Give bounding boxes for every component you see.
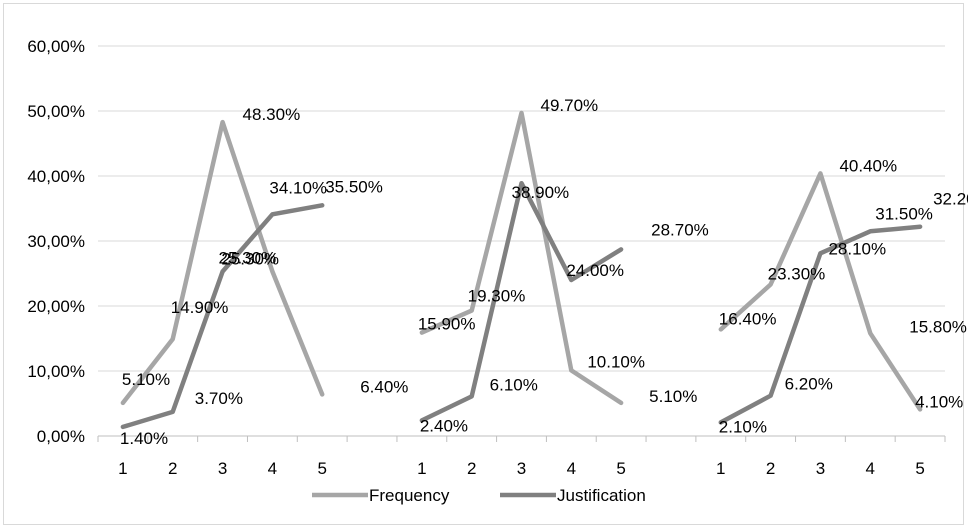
data-label: 1.40% bbox=[120, 429, 168, 448]
data-label: 32.20% bbox=[933, 190, 968, 209]
y-tick-label: 0,00% bbox=[37, 427, 85, 446]
data-label: 48.30% bbox=[243, 105, 301, 124]
y-tick-label: 50,00% bbox=[27, 102, 85, 121]
legend-label-frequency: Frequency bbox=[369, 486, 450, 505]
y-tick-label: 30,00% bbox=[27, 232, 85, 251]
x-tick-label: 5 bbox=[616, 459, 625, 478]
data-label: 16.40% bbox=[719, 309, 777, 328]
chart-frame bbox=[3, 3, 964, 525]
data-label: 15.90% bbox=[418, 315, 476, 334]
x-tick-label: 3 bbox=[816, 459, 825, 478]
y-tick-label: 40,00% bbox=[27, 167, 85, 186]
x-tick-label: 3 bbox=[218, 459, 227, 478]
x-tick-label: 4 bbox=[268, 459, 277, 478]
data-label: 14.90% bbox=[171, 298, 229, 317]
data-label: 5.10% bbox=[649, 387, 697, 406]
series-line-frequency-group-1 bbox=[120, 119, 325, 406]
x-tick-label: 1 bbox=[417, 459, 426, 478]
data-label: 23.30% bbox=[768, 265, 826, 284]
y-tick-label: 60,00% bbox=[27, 37, 85, 56]
data-label: 6.40% bbox=[360, 377, 408, 396]
x-tick-label: 2 bbox=[168, 459, 177, 478]
series-lines bbox=[120, 110, 923, 430]
data-label: 19.30% bbox=[468, 287, 526, 306]
x-tick-label: 5 bbox=[317, 459, 326, 478]
data-label: 3.70% bbox=[195, 389, 243, 408]
series-line-justification-group-3 bbox=[718, 224, 923, 425]
data-label: 28.70% bbox=[651, 220, 709, 239]
data-label: 24.00% bbox=[566, 261, 624, 280]
series-line-justification-group-2 bbox=[419, 180, 624, 423]
data-label: 49.70% bbox=[541, 96, 599, 115]
data-label: 4.10% bbox=[915, 392, 963, 411]
data-label: 28.10% bbox=[828, 239, 886, 258]
y-tick-label: 10,00% bbox=[27, 362, 85, 381]
data-label: 40.40% bbox=[839, 156, 897, 175]
data-label: 15.80% bbox=[909, 317, 967, 336]
x-tick-label: 4 bbox=[567, 459, 576, 478]
data-labels: 5.10%14.90%48.30%25.30%6.40%1.40%3.70%25… bbox=[120, 96, 968, 448]
x-tick-label: 3 bbox=[517, 459, 526, 478]
series-line-frequency-group-2 bbox=[419, 110, 624, 406]
data-label: 25.30% bbox=[221, 250, 279, 269]
data-label: 38.90% bbox=[512, 183, 570, 202]
series-line-frequency-group-3 bbox=[718, 171, 923, 412]
data-label: 34.10% bbox=[269, 178, 327, 197]
x-axis: 1 2 3 4 5 1 2 3 4 5 1 2 3 4 5 bbox=[97, 435, 946, 478]
legend-label-justification: Justification bbox=[557, 486, 646, 505]
gridlines bbox=[98, 45, 945, 372]
data-label: 25.30% bbox=[219, 249, 277, 268]
data-label: 2.10% bbox=[719, 417, 767, 436]
data-label: 6.10% bbox=[490, 375, 538, 394]
data-label: 2.40% bbox=[420, 416, 468, 435]
data-label: 6.20% bbox=[785, 375, 833, 394]
x-tick-label: 1 bbox=[118, 459, 127, 478]
y-tick-label: 20,00% bbox=[27, 297, 85, 316]
data-label: 31.50% bbox=[875, 204, 933, 223]
x-tick-label: 2 bbox=[766, 459, 775, 478]
data-label: 35.50% bbox=[325, 177, 383, 196]
y-axis-ticks: 0,00% 10,00% 20,00% 30,00% 40,00% 50,00% 60,00… bbox=[27, 37, 85, 446]
series-line-justification-group-1 bbox=[120, 203, 325, 430]
x-tick-label: 2 bbox=[467, 459, 476, 478]
x-tick-label: 5 bbox=[915, 459, 924, 478]
legend: Frequency Justification bbox=[312, 486, 646, 505]
x-tick-label: 1 bbox=[716, 459, 725, 478]
data-label: 10.10% bbox=[587, 352, 645, 371]
x-tick-label: 4 bbox=[866, 459, 875, 478]
data-label: 5.10% bbox=[122, 370, 170, 389]
